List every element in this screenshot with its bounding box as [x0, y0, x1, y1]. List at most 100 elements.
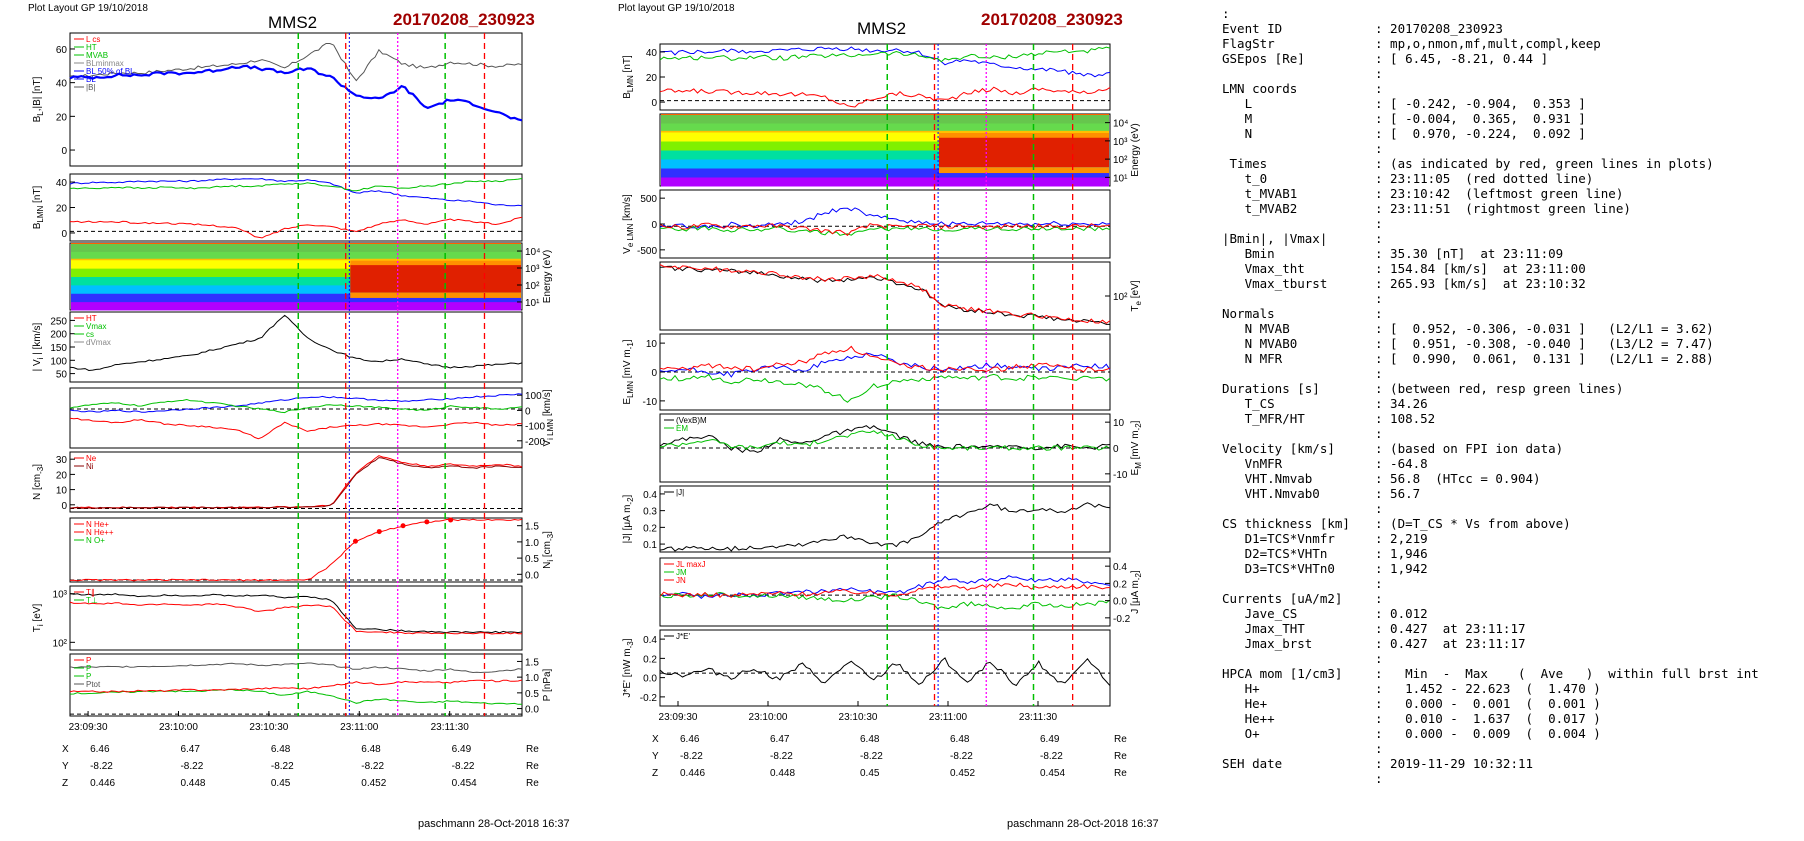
- summary-value: :: [1375, 426, 1383, 441]
- y-tick-label: 20: [56, 112, 68, 123]
- y-tick-label: 30: [56, 455, 68, 466]
- summary-row: M: [ -0.004, 0.365, 0.931 ]: [1222, 111, 1802, 126]
- event-summary-panel: : Event ID: 20170208_230923 FlagStr: mp,o,…: [1222, 6, 1802, 786]
- summary-key: He+: [1222, 696, 1268, 711]
- summary-row: N : [ 0.970, -0.224, 0.092 ]: [1222, 126, 1802, 141]
- summary-value: : 0.427 at 23:11:17: [1375, 636, 1526, 651]
- summary-value: : 34.26: [1375, 396, 1428, 411]
- panel-frame: [69, 585, 523, 651]
- panel-frame: [69, 653, 523, 717]
- series-line: [659, 225, 1111, 236]
- y-axis-label: N [cm-3]: [32, 464, 45, 500]
- y-tick-label: -10: [643, 397, 658, 408]
- series-line: [69, 398, 523, 414]
- summary-key: GSEpos [Re]: [1222, 51, 1305, 66]
- summary-row: O+: 0.000 - 0.009 ( 0.004 ): [1222, 726, 1802, 741]
- summary-key: t_0: [1222, 171, 1268, 186]
- summary-key: [1222, 66, 1375, 81]
- summary-key: N MFR: [1222, 351, 1283, 366]
- summary-row: Event ID: 20170208_230923: [1222, 21, 1802, 36]
- summary-key: [1222, 216, 1375, 231]
- mid-event-label: 20170208_230923: [981, 10, 1123, 29]
- y-tick-label: -100: [525, 422, 545, 433]
- y-tick-label: 0.2: [643, 523, 657, 534]
- position-value: -8.22: [950, 751, 973, 762]
- summary-key: He++: [1222, 711, 1275, 726]
- spectrogram-upper: [71, 244, 521, 259]
- y-tick-label: 0.5: [525, 554, 539, 565]
- y-tick-label: 0: [61, 501, 67, 512]
- summary-key: VnMFR: [1222, 456, 1283, 471]
- summary-value: : 0.012: [1375, 606, 1428, 621]
- summary-value: :: [1375, 576, 1383, 591]
- summary-row: :: [1222, 771, 1802, 786]
- spectrogram-band: [661, 168, 1109, 178]
- figure-canvas: Plot Layout GP 19/10/2018 MMS2 20170208_…: [28, 3, 1159, 830]
- summary-row: :: [1222, 6, 1802, 21]
- summary-row: :: [1222, 366, 1802, 381]
- summary-value: : 154.84 [km/s] at 23:11:00: [1375, 261, 1586, 276]
- y-tick-label: 20: [56, 470, 68, 481]
- y-axis-label: | Vi | [km/s]: [32, 322, 45, 371]
- y-tick-label: 40: [56, 79, 68, 90]
- summary-row: Jmax_brst: 0.427 at 23:11:17: [1222, 636, 1802, 651]
- summary-value: :: [1375, 81, 1383, 96]
- position-row-label: X: [652, 734, 659, 745]
- summary-row: :: [1222, 216, 1802, 231]
- summary-row: LMN coords:: [1222, 81, 1802, 96]
- summary-key: Vmax_tht: [1222, 261, 1305, 276]
- y-tick-label: 0.1: [643, 540, 657, 551]
- summary-key: [1222, 291, 1375, 306]
- summary-row: L: [ -0.242, -0.904, 0.353 ]: [1222, 96, 1802, 111]
- y-tick-label: 150: [50, 343, 67, 354]
- summary-value: :: [1375, 771, 1383, 786]
- y-axis-label: BLMN [nT]: [622, 55, 635, 99]
- data-point: [424, 519, 430, 525]
- y-tick-label: 20: [56, 204, 68, 215]
- legend-label: N He+: [86, 520, 109, 529]
- position-value: -8.22: [271, 761, 294, 772]
- legend-label: HT: [86, 314, 97, 323]
- summary-row: Jave_CS: 0.012: [1222, 606, 1802, 621]
- summary-value: : 20170208_230923: [1375, 21, 1503, 36]
- summary-value: : mp,o,nmon,mf,mult,compl,keep: [1375, 36, 1601, 51]
- y-axis-label: J*E' [nW m-3]: [622, 638, 635, 697]
- spectrogram-edge: [350, 260, 521, 266]
- summary-value: :: [1375, 591, 1383, 606]
- summary-value: : [ 0.990, 0.061, 0.131 ] (L2/L1 = 2.88): [1375, 351, 1714, 366]
- series-line: [659, 265, 1110, 325]
- position-value: -8.22: [680, 751, 703, 762]
- position-value: 6.47: [180, 744, 200, 755]
- y-tick-label: 100: [525, 391, 542, 402]
- summary-row: HPCA mom [1/cm3]: Min - Max ( Ave ) with…: [1222, 666, 1802, 681]
- summary-row: He+: 0.000 - 0.001 ( 0.001 ): [1222, 696, 1802, 711]
- y-tick-label: -500: [637, 246, 657, 257]
- y-axis-label: J [μA m-2]: [1130, 570, 1143, 614]
- series-line: [69, 601, 522, 635]
- summary-value: : [ -0.242, -0.904, 0.353 ]: [1375, 96, 1586, 111]
- summary-key: N: [1222, 126, 1253, 141]
- panel-frame: [659, 629, 1111, 707]
- summary-value: : [ 0.970, -0.224, 0.092 ]: [1375, 126, 1586, 141]
- y-tick-label: 1.0: [525, 538, 539, 549]
- position-value: -8.22: [452, 761, 475, 772]
- y-tick-label: 0.0: [1113, 597, 1127, 608]
- summary-value: :: [1375, 231, 1383, 246]
- position-value: -8.22: [90, 761, 113, 772]
- panel-L2: 0 20 40 BLMN [nT]: [32, 173, 523, 242]
- y-tick-label: 10²: [1113, 292, 1128, 303]
- summary-row: :: [1222, 576, 1802, 591]
- position-value: -8.22: [180, 761, 203, 772]
- summary-key: [1222, 651, 1375, 666]
- panel-M2: 10¹ 10² 10³ 10⁴ Energy (eV): [659, 113, 1141, 187]
- y-tick-label: 0.0: [525, 705, 539, 716]
- summary-row: VHT.Nmvab0: 56.7: [1222, 486, 1802, 501]
- y-tick-label: 40: [646, 48, 658, 59]
- legend-label: JL maxJ: [676, 560, 706, 569]
- left-title: MMS2: [268, 13, 317, 32]
- spectrogram-band: [71, 259, 521, 269]
- summary-row: Durations [s]: (between red, resp green …: [1222, 381, 1802, 396]
